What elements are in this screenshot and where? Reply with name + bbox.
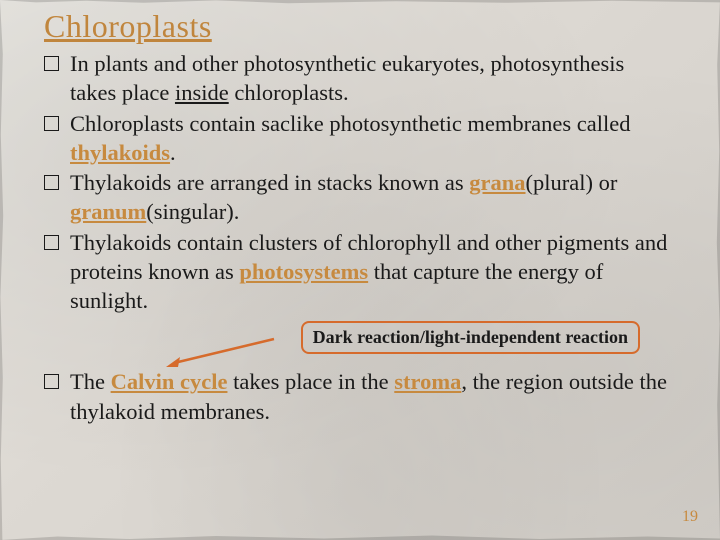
callout-area: Dark reaction/light-independent reaction	[44, 319, 676, 365]
bullet-item: Thylakoids contain clusters of chlorophy…	[44, 228, 676, 316]
torn-edge-bottom	[0, 535, 720, 540]
bullet-item: In plants and other photosynthetic eukar…	[44, 49, 676, 108]
bullet-text: chloroplasts.	[229, 80, 349, 105]
bullet-text: (plural) or	[526, 170, 618, 195]
bullet-text: takes place in the	[227, 369, 394, 394]
bullet-item: The Calvin cycle takes place in the stro…	[44, 367, 676, 426]
torn-edge-top	[0, 0, 720, 4]
bullet-text: .	[170, 140, 176, 165]
key-term-stroma: stroma	[394, 369, 461, 394]
bullet-text: Thylakoids are arranged in stacks known …	[70, 170, 469, 195]
bullet-list: In plants and other photosynthetic eukar…	[44, 49, 676, 315]
key-term-granum: granum	[70, 199, 146, 224]
bullet-item: Chloroplasts contain saclike photosynthe…	[44, 109, 676, 168]
bullet-item: Thylakoids are arranged in stacks known …	[44, 168, 676, 227]
bullet-list-after-callout: The Calvin cycle takes place in the stro…	[44, 367, 676, 426]
bullet-text: Chloroplasts contain saclike photosynthe…	[70, 111, 630, 136]
key-term-photosystems: photosystems	[239, 259, 368, 284]
callout-box: Dark reaction/light-independent reaction	[301, 321, 640, 354]
key-term-grana: grana	[469, 170, 525, 195]
torn-edge-left	[0, 0, 4, 540]
slide-paper: Chloroplasts In plants and other photosy…	[0, 0, 720, 540]
key-term-calvin-cycle: Calvin cycle	[111, 369, 228, 394]
arrow-icon	[166, 337, 276, 367]
page-number: 19	[682, 508, 698, 526]
slide-title: Chloroplasts	[44, 8, 676, 45]
bullet-text: (singular).	[146, 199, 239, 224]
key-term-thylakoids: thylakoids	[70, 140, 170, 165]
bullet-text: The	[70, 369, 111, 394]
torn-edge-right	[716, 0, 720, 540]
inside-underlined: inside	[175, 80, 229, 105]
callout-text: Dark reaction/light-independent reaction	[313, 327, 628, 347]
